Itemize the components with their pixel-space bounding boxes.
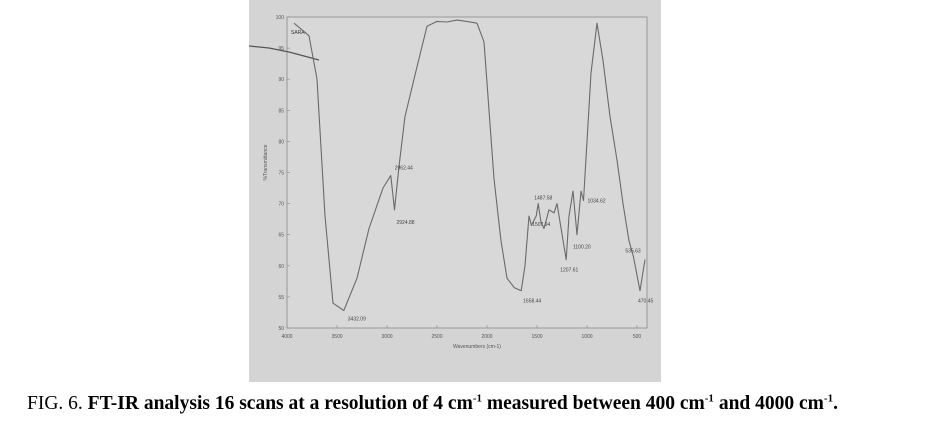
y-tick-label: 80 bbox=[278, 139, 284, 145]
x-tick-label: 2000 bbox=[481, 334, 492, 340]
y-tick-label: 65 bbox=[278, 233, 284, 239]
peak-label: 1487.58 bbox=[534, 196, 552, 202]
caption-text-1: FT-IR analysis 16 scans at a resolution … bbox=[87, 393, 473, 414]
x-tick-label: 1000 bbox=[581, 334, 592, 340]
y-tick-label: 60 bbox=[278, 264, 284, 270]
peak-label: 2924.88 bbox=[397, 220, 415, 226]
caption-text-2: measured between 400 cm bbox=[482, 393, 705, 414]
figure-caption: FIG. 6. FT-IR analysis 16 scans at a res… bbox=[27, 393, 927, 415]
legend-label: SARA bbox=[291, 30, 305, 36]
peak-label: 1034.62 bbox=[588, 198, 606, 204]
y-tick-label: 55 bbox=[278, 295, 284, 301]
x-tick-label: 500 bbox=[633, 334, 642, 340]
baseline-stroke bbox=[249, 45, 320, 61]
spectrum-figure: 100 95 90 85 80 75 70 65 60 55 50 4000 3500 3000 2500 2… bbox=[249, 0, 661, 382]
peak-label: 3432.09 bbox=[348, 317, 366, 323]
caption-sup-2: -1 bbox=[704, 392, 714, 405]
caption-prefix: FIG. 6. bbox=[27, 393, 88, 414]
peak-label: 1658.44 bbox=[523, 299, 541, 305]
x-tick-label: 3500 bbox=[331, 334, 342, 340]
caption-text-3: and 4000 cm bbox=[713, 393, 824, 414]
x-tick-label: 1500 bbox=[531, 334, 542, 340]
spectrum-line bbox=[293, 19, 646, 312]
caption-sup-1: -1 bbox=[472, 392, 482, 405]
peak-label: 470.45 bbox=[638, 299, 654, 305]
y-tick-label: 75 bbox=[278, 171, 284, 177]
caption-sup-3: -1 bbox=[823, 392, 834, 405]
y-tick-label: 50 bbox=[278, 326, 284, 332]
y-tick-label: 100 bbox=[276, 15, 285, 21]
y-tick-label: 90 bbox=[278, 77, 284, 83]
y-tick-label: 95 bbox=[278, 46, 284, 52]
peak-label: 1100.20 bbox=[573, 245, 591, 251]
x-tick-label: 2500 bbox=[431, 334, 442, 340]
x-tick-label: 3000 bbox=[381, 334, 392, 340]
y-tick-label: 85 bbox=[278, 108, 284, 114]
x-axis-label: Wavenumbers (cm-1) bbox=[453, 344, 501, 350]
caption-text-4: . bbox=[833, 393, 838, 414]
x-tick-label: 4000 bbox=[281, 334, 292, 340]
peak-label: 535.63 bbox=[625, 248, 641, 254]
peak-label: 1507.94 bbox=[532, 222, 550, 228]
peak-label: 1207.61 bbox=[560, 268, 578, 274]
peak-label: 2962.44 bbox=[395, 166, 413, 172]
plot-frame bbox=[286, 16, 648, 329]
y-axis-label: %Transmittance bbox=[263, 144, 269, 180]
y-tick-label: 70 bbox=[278, 202, 284, 208]
ftir-chart: 100 95 90 85 80 75 70 65 60 55 50 4000 3500 3000 2500 2… bbox=[249, 15, 654, 350]
